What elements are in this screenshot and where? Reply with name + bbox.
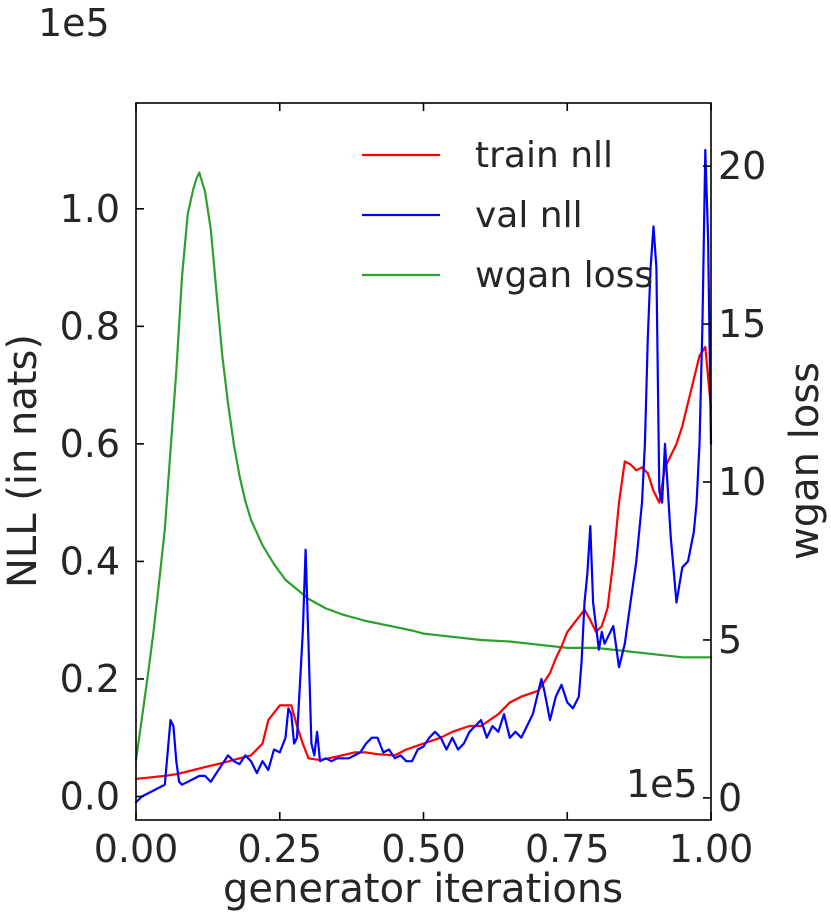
x-tick-label: 0.50 — [381, 827, 466, 871]
x-axis-offset-label: 1e5 — [626, 762, 698, 806]
y-tick-label: 0.2 — [60, 657, 120, 701]
y2-tick-label: 5 — [718, 618, 742, 662]
y-axis-offset-label: 1e5 — [38, 1, 110, 45]
y-tick-label: 0.8 — [60, 304, 120, 348]
y-ticks: 0.0 0.2 0.4 0.6 0.8 1.0 — [60, 187, 144, 818]
y2-ticks: 0 5 10 15 20 — [703, 144, 766, 820]
legend-label-wgan-loss: wgan loss — [475, 255, 653, 296]
legend: train nll val nll wgan loss — [362, 135, 653, 296]
y2-axis-title: wgan loss — [782, 362, 828, 560]
y-tick-label: 0.6 — [60, 422, 120, 466]
x-tick-label: 1.00 — [669, 827, 754, 871]
series-line-wgan-loss — [134, 171, 713, 762]
series-layer — [134, 148, 713, 804]
x-tick-label: 0.75 — [525, 827, 610, 871]
y2-tick-label: 0 — [718, 776, 742, 820]
y2-tick-label: 20 — [718, 144, 766, 188]
legend-label-train-nll: train nll — [475, 135, 613, 176]
x-axis-title: generator iterations — [223, 866, 623, 912]
y-axis-title: NLL (in nats) — [0, 334, 46, 588]
x-tick-label: 0.25 — [237, 827, 322, 871]
y-tick-label: 0.0 — [60, 774, 120, 818]
series-line-train-nll — [134, 345, 713, 780]
legend-label-val-nll: val nll — [475, 195, 583, 236]
y2-tick-label: 10 — [718, 460, 766, 504]
x-tick-label: 0.00 — [94, 827, 179, 871]
y-tick-label: 1.0 — [60, 187, 120, 231]
y2-tick-label: 15 — [718, 302, 766, 346]
y-tick-label: 0.4 — [60, 539, 120, 583]
series-line-val-nll — [134, 148, 713, 804]
x-ticks: 0.00 0.25 0.50 0.75 1.00 — [94, 103, 754, 871]
